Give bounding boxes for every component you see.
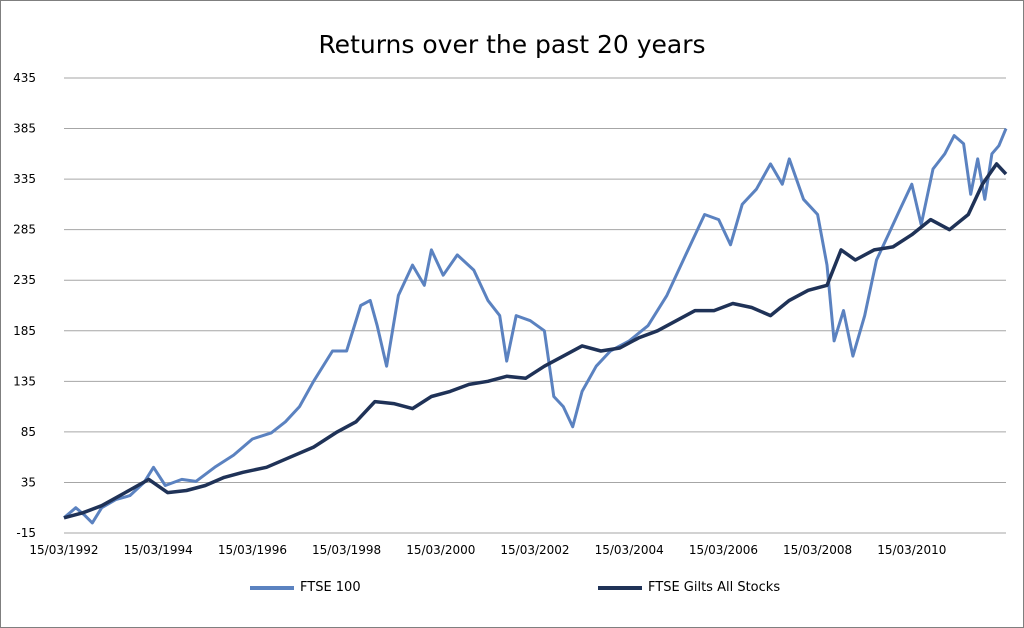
x-tick-label: 15/03/2006 xyxy=(689,543,758,557)
x-tick-label: 15/03/2008 xyxy=(783,543,852,557)
x-axis-ticks: 15/03/1992 15/03/1994 15/03/1996 15/03/1998… xyxy=(29,543,946,557)
legend-label-ftse-100: FTSE 100 xyxy=(300,580,361,595)
y-tick-label: 35 xyxy=(21,475,36,489)
x-tick-label: 15/03/2010 xyxy=(877,543,946,557)
y-tick-label: 385 xyxy=(13,122,36,136)
y-tick-label: 235 xyxy=(13,273,36,287)
series-line-ftse-100 xyxy=(63,128,1008,525)
legend-swatch-ftse-100 xyxy=(250,585,294,590)
chart-title: Returns over the past 20 years xyxy=(318,30,706,59)
x-tick-label: 15/03/2004 xyxy=(595,543,664,557)
x-tick-label: 15/03/1994 xyxy=(124,543,193,557)
y-tick-label: 135 xyxy=(13,374,36,388)
x-tick-label: 15/03/1998 xyxy=(312,543,381,557)
y-tick-label: 85 xyxy=(21,425,36,439)
legend-item-ftse-100: FTSE 100 xyxy=(250,580,361,595)
y-tick-label: 435 xyxy=(13,71,36,85)
y-tick-label: 285 xyxy=(13,223,36,237)
y-tick-label: 335 xyxy=(13,172,36,186)
gridlines xyxy=(64,77,1006,534)
y-tick-label: -15 xyxy=(16,526,36,540)
x-tick-label: 15/03/2002 xyxy=(500,543,569,557)
legend-swatch-ftse-gilts xyxy=(598,585,642,590)
x-tick-label: 15/03/2000 xyxy=(406,543,475,557)
y-tick-label: 185 xyxy=(13,324,36,338)
x-tick-label: 15/03/1996 xyxy=(218,543,287,557)
series-lines xyxy=(63,128,1008,525)
y-axis-ticks: -15 35 85 135 185 235 285 335 385 435 xyxy=(13,71,36,540)
legend-label-ftse-gilts: FTSE Gilts All Stocks xyxy=(648,580,781,595)
series-line-ftse-gilts xyxy=(63,162,1008,520)
x-tick-label: 15/03/1992 xyxy=(29,543,98,557)
legend-item-ftse-gilts: FTSE Gilts All Stocks xyxy=(598,580,780,595)
